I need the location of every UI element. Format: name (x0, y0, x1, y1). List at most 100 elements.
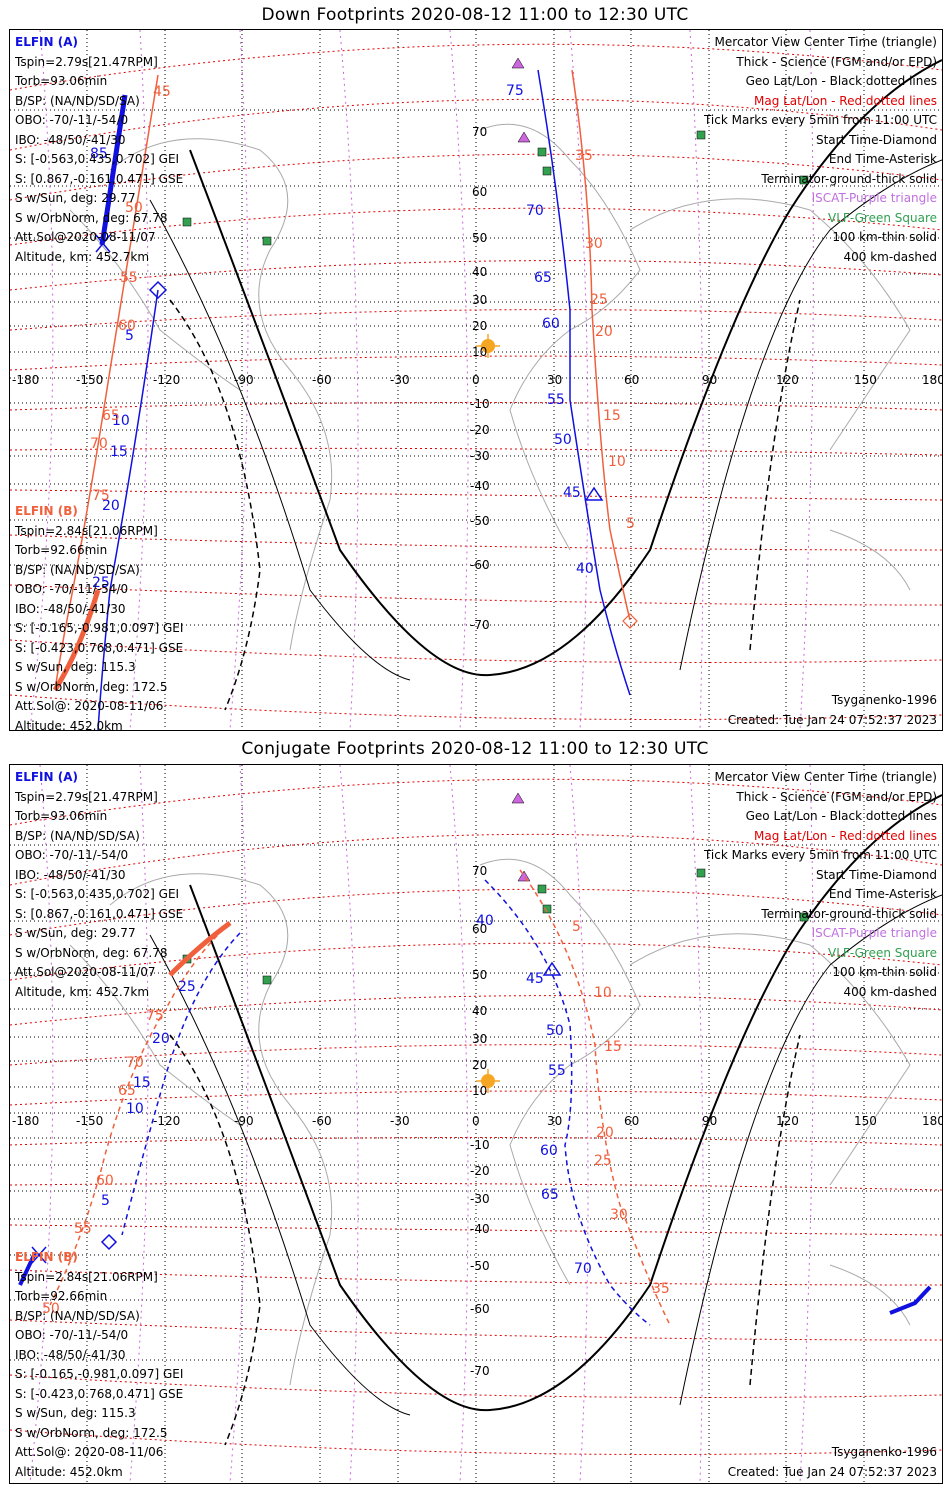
legend: Mercator View Center Time (triangle) Thi… (704, 33, 937, 267)
geo-grid (10, 30, 942, 730)
info-line: OBO: -70/-11/-54/0 (15, 848, 129, 862)
b-tick: 75 (92, 488, 110, 504)
lon-tick: 120 (776, 373, 799, 387)
model-label: Tsyganenko-1996 (831, 693, 937, 707)
elfin-a-science-track (18, 1252, 37, 1286)
info-line: S w/Sun, deg: 115.3 (15, 1406, 136, 1420)
elfin-b-tick-labels: 5 10 15 20 25 30 35 50 55 60 65 70 75 (42, 919, 670, 1317)
mag-meridians (29, 765, 814, 1483)
panel-title-conjugate: Conjugate Footprints 2020-08-12 11:00 to… (241, 739, 709, 759)
terminator-100km-east (679, 894, 942, 1406)
b-tick: 25 (590, 292, 608, 308)
b-tick: 15 (604, 1039, 622, 1055)
a-tick: 20 (102, 498, 120, 514)
info-line: S: [-0.563,0.435,0.702] GEI (15, 887, 180, 901)
a-tick: 15 (133, 1075, 151, 1091)
a-tick: 45 (563, 485, 581, 501)
legend-item: 100 km-thin solid (832, 965, 937, 979)
created-label: Created: Tue Jan 24 07:52:37 2023 (727, 1465, 937, 1479)
vlf-square (262, 236, 272, 246)
b-tick: 10 (594, 985, 612, 1001)
vlf-square (182, 217, 192, 227)
legend-item: Terminator-ground-thick solid (761, 906, 937, 921)
lat-tick: 40 (472, 1004, 487, 1018)
b-tick: 10 (608, 454, 626, 470)
axis-labels: -180 -150 -120 -90 -60 -30 0 30 60 90 12… (12, 864, 942, 1378)
a-tick: 40 (576, 561, 594, 577)
info-line: S w/Sun, deg: 115.3 (15, 660, 136, 674)
a-tick: 5 (101, 1193, 110, 1209)
info-line: B/SP: (NA/ND/SD/SA) (15, 562, 140, 577)
vlf-square (696, 130, 706, 140)
sun-icon (476, 1069, 500, 1093)
lon-tick: 90 (702, 373, 717, 387)
elfin-a-track-2 (484, 879, 651, 1326)
lon-tick: -150 (76, 1114, 103, 1128)
elfin-a-name: ELFIN (A) (15, 35, 78, 49)
info-line: S: [0.867,-0.161,0.471] GSE (15, 171, 184, 186)
info-line: S: [-0.423,0.768,0.471] GSE (15, 1386, 184, 1401)
legend-item: ISCAT-Purple triangle (811, 191, 937, 205)
sun-icon (476, 334, 500, 358)
legend-item: Start Time-Diamond (815, 867, 937, 882)
elfin-b-science-track (168, 920, 232, 977)
elfin-a-info: ELFIN (A) Tspin=2.79s[21.47RPM] Torb=93.… (15, 33, 183, 267)
legend-item: Thick - Science (FGM and/or EPD) (736, 54, 937, 69)
info-line: IBO: -48/50/-41/30 (15, 132, 126, 147)
elfin-a-track-2 (537, 69, 631, 696)
legend-item: Mag Lat/Lon - Red dotted lines (753, 828, 937, 843)
lat-tick: -50 (470, 1259, 490, 1273)
a-tick: 65 (534, 270, 552, 286)
lon-tick: -180 (12, 373, 39, 387)
lat-tick: -70 (470, 1364, 490, 1378)
b-tick: 30 (610, 1207, 628, 1223)
lon-tick: -60 (312, 373, 332, 387)
info-line: S w/OrbNorm, deg: 67.78 (15, 210, 168, 225)
lon-tick: 0 (472, 373, 480, 387)
a-tick: 10 (126, 1101, 144, 1117)
info-line: S w/Sun, deg: 29.77 (15, 926, 136, 940)
b-tick: 70 (90, 436, 108, 452)
b-tick: 50 (42, 1301, 60, 1317)
lat-tick: -10 (470, 1138, 490, 1152)
legend-item: End Time-Asterisk (828, 152, 937, 166)
lat-tick: -60 (470, 558, 490, 572)
info-line: OBO: -70/-11/-54/0 (15, 582, 129, 596)
b-tick: 65 (118, 1083, 136, 1099)
vlf-square (542, 904, 552, 914)
a-tick: 25 (178, 979, 196, 995)
elfin-a-center-triangle (584, 486, 604, 501)
info-line: Altitude: 452.0km (15, 1464, 123, 1479)
elfin-a-science-track-east (889, 1285, 932, 1315)
b-tick: 55 (74, 1221, 92, 1237)
b-tick: 20 (596, 1125, 614, 1141)
lat-tick: 30 (472, 1032, 487, 1046)
lat-tick: 70 (472, 864, 487, 878)
legend: Mercator View Center Time (triangle) Thi… (704, 768, 937, 1002)
info-line: S w/OrbNorm, deg: 67.78 (15, 945, 168, 960)
lat-tick: 50 (472, 231, 487, 245)
elfin-a-center-triangle (542, 961, 562, 976)
info-line: Tspin=2.84s[21.06RPM] (15, 1269, 158, 1284)
legend-item: VLF-Green Square (828, 210, 937, 225)
vlf-square (537, 884, 547, 894)
lat-tick: -50 (470, 514, 490, 528)
legend-item: ISCAT-Purple triangle (811, 926, 937, 940)
elfin-b-science-track (52, 589, 101, 692)
lon-tick: 30 (547, 373, 562, 387)
a-tick: 45 (526, 971, 544, 987)
info-line: IBO: -48/50/-41/30 (15, 1347, 126, 1362)
info-line: Att.Sol@2020-08-11/07 (15, 230, 156, 244)
map-down: 75 70 65 60 55 50 45 40 85 5 10 15 20 25… (9, 29, 943, 731)
info-line: Torb=92.66min (15, 1289, 108, 1303)
info-line: IBO: -48/50/-41/30 (15, 601, 126, 616)
lat-tick: -40 (470, 1222, 490, 1236)
legend-item: Start Time-Diamond (815, 132, 937, 147)
elfin-b-info: ELFIN (B) Tspin=2.84s[21.06RPM] Torb=92.… (15, 502, 183, 730)
mag-meridians (29, 30, 814, 730)
iscat-triangle (511, 792, 525, 804)
info-line: Tspin=2.79s[21.47RPM] (15, 54, 158, 69)
lat-tick: 20 (472, 1058, 487, 1072)
legend-item: Terminator-ground-thick solid (761, 171, 937, 186)
b-tick: 60 (118, 318, 136, 334)
